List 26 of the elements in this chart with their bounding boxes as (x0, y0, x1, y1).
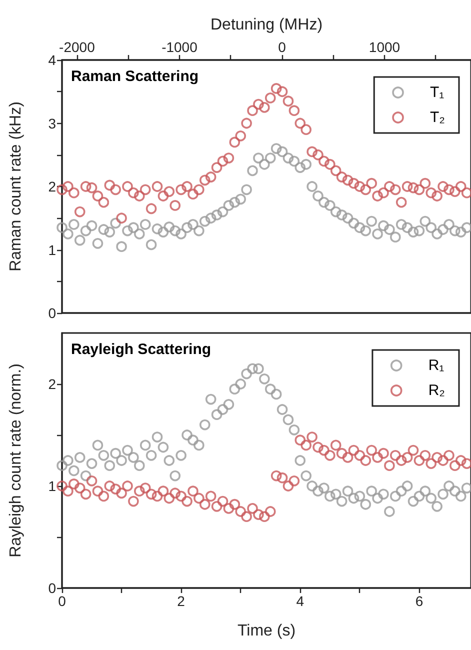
text: Rayleigh Scattering (71, 341, 212, 358)
y-tick-label: 1 (48, 242, 56, 258)
y-tick-label: 4 (48, 52, 56, 68)
x-tick-label: 6 (415, 593, 424, 609)
legend-label: T₂ (430, 109, 446, 126)
y-tick-label: 0 (48, 580, 56, 596)
y-axis-title: Rayleigh count rate (norm.) (8, 364, 24, 558)
y-tick-label: 1 (48, 478, 56, 494)
y-axis-title: Raman count rate (kHz) (8, 102, 24, 272)
y-tick-label: 0 (48, 305, 56, 321)
y-tick-label: 2 (48, 376, 56, 392)
x-tick-label: 2 (177, 593, 186, 609)
legend-label: T₁ (430, 84, 444, 101)
legend-label: R₁ (428, 357, 444, 374)
x2-tick-label: -2000 (59, 39, 96, 55)
x-axis-title: Time (s) (237, 622, 296, 640)
x2-tick-label: 1000 (368, 39, 400, 55)
x2-tick-label: -1000 (162, 39, 198, 55)
x2-tick-label: 0 (278, 39, 286, 55)
x-tick-label: 4 (296, 593, 304, 609)
x2-axis-title: Detuning (MHz) (210, 16, 323, 34)
y-tick-label: 3 (48, 115, 56, 132)
text: Raman Scattering (71, 68, 199, 85)
legend-label: R₂ (428, 382, 446, 399)
y-tick-label: 2 (48, 178, 56, 194)
x-tick-label: 0 (58, 593, 66, 609)
